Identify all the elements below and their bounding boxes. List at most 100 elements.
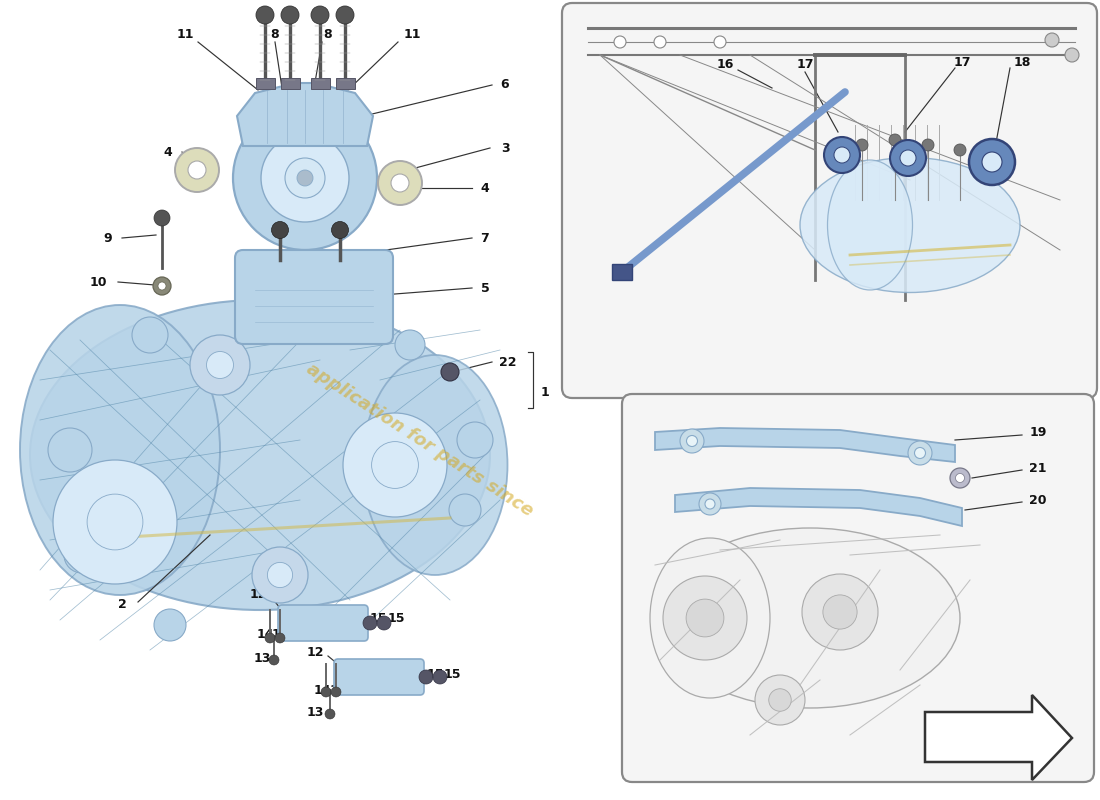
Circle shape bbox=[922, 139, 934, 151]
Text: 2: 2 bbox=[118, 598, 127, 611]
Circle shape bbox=[331, 687, 341, 697]
Circle shape bbox=[267, 562, 293, 587]
Text: 15: 15 bbox=[426, 669, 443, 682]
Circle shape bbox=[377, 616, 390, 630]
Circle shape bbox=[449, 494, 481, 526]
Circle shape bbox=[233, 106, 377, 250]
Circle shape bbox=[64, 537, 100, 573]
Circle shape bbox=[311, 6, 329, 24]
Polygon shape bbox=[654, 428, 955, 462]
Ellipse shape bbox=[20, 305, 220, 595]
Circle shape bbox=[207, 351, 233, 378]
Circle shape bbox=[395, 330, 425, 360]
Ellipse shape bbox=[827, 160, 913, 290]
Circle shape bbox=[297, 170, 313, 186]
Circle shape bbox=[363, 616, 377, 630]
Circle shape bbox=[680, 429, 704, 453]
Circle shape bbox=[270, 655, 279, 665]
Circle shape bbox=[154, 609, 186, 641]
Text: 16: 16 bbox=[716, 58, 734, 71]
Circle shape bbox=[663, 576, 747, 660]
Circle shape bbox=[982, 152, 1002, 172]
Circle shape bbox=[914, 447, 925, 458]
Circle shape bbox=[654, 36, 666, 48]
Circle shape bbox=[372, 442, 418, 488]
Circle shape bbox=[433, 670, 447, 684]
Text: 22: 22 bbox=[499, 355, 517, 369]
Circle shape bbox=[1045, 33, 1059, 47]
Text: 1: 1 bbox=[540, 386, 549, 398]
Circle shape bbox=[802, 574, 878, 650]
Text: 4: 4 bbox=[164, 146, 173, 158]
Circle shape bbox=[132, 317, 168, 353]
Text: 13: 13 bbox=[253, 651, 271, 665]
FancyBboxPatch shape bbox=[336, 78, 354, 89]
Ellipse shape bbox=[363, 355, 507, 575]
Ellipse shape bbox=[660, 528, 960, 708]
FancyBboxPatch shape bbox=[278, 605, 368, 641]
Text: 12: 12 bbox=[250, 589, 266, 602]
Circle shape bbox=[856, 139, 868, 151]
FancyBboxPatch shape bbox=[310, 78, 330, 89]
Circle shape bbox=[154, 210, 170, 226]
Circle shape bbox=[324, 709, 336, 719]
Circle shape bbox=[755, 675, 805, 725]
Circle shape bbox=[908, 441, 932, 465]
FancyBboxPatch shape bbox=[334, 659, 424, 695]
Text: 14: 14 bbox=[329, 683, 346, 697]
Polygon shape bbox=[612, 264, 632, 280]
FancyBboxPatch shape bbox=[280, 78, 299, 89]
Circle shape bbox=[256, 6, 274, 24]
Circle shape bbox=[698, 493, 720, 515]
Text: 8: 8 bbox=[271, 29, 279, 42]
Circle shape bbox=[264, 296, 296, 328]
Circle shape bbox=[823, 595, 857, 629]
Text: 10: 10 bbox=[89, 275, 107, 289]
Circle shape bbox=[331, 222, 349, 238]
Text: 12: 12 bbox=[306, 646, 323, 658]
Text: 8: 8 bbox=[323, 29, 332, 42]
Text: 13: 13 bbox=[306, 706, 323, 718]
Text: 15: 15 bbox=[443, 669, 461, 682]
Text: 11: 11 bbox=[176, 29, 194, 42]
Circle shape bbox=[950, 468, 970, 488]
Circle shape bbox=[769, 689, 791, 711]
Text: 17: 17 bbox=[796, 58, 814, 71]
Text: 21: 21 bbox=[1030, 462, 1047, 474]
Circle shape bbox=[456, 422, 493, 458]
Circle shape bbox=[900, 150, 916, 166]
Circle shape bbox=[441, 363, 459, 381]
Text: 4: 4 bbox=[481, 182, 490, 194]
Polygon shape bbox=[925, 695, 1072, 780]
Circle shape bbox=[834, 147, 850, 163]
Ellipse shape bbox=[30, 300, 489, 610]
Circle shape bbox=[261, 134, 349, 222]
FancyBboxPatch shape bbox=[562, 3, 1097, 398]
Text: 14: 14 bbox=[272, 629, 288, 642]
Circle shape bbox=[686, 599, 724, 637]
Circle shape bbox=[705, 499, 715, 509]
Circle shape bbox=[956, 474, 965, 482]
Circle shape bbox=[48, 428, 92, 472]
Text: 15: 15 bbox=[370, 611, 387, 625]
Circle shape bbox=[969, 139, 1015, 185]
Circle shape bbox=[1065, 48, 1079, 62]
Circle shape bbox=[336, 6, 354, 24]
Text: 7: 7 bbox=[481, 231, 490, 245]
Ellipse shape bbox=[252, 547, 308, 603]
Circle shape bbox=[275, 633, 285, 643]
Text: 14: 14 bbox=[256, 629, 274, 642]
Circle shape bbox=[272, 222, 288, 238]
Circle shape bbox=[265, 633, 275, 643]
Text: 3: 3 bbox=[500, 142, 509, 154]
Text: 15: 15 bbox=[387, 611, 405, 625]
Text: 6: 6 bbox=[500, 78, 509, 91]
Ellipse shape bbox=[190, 335, 250, 395]
Polygon shape bbox=[236, 83, 373, 146]
Text: 17: 17 bbox=[954, 55, 970, 69]
Ellipse shape bbox=[343, 413, 447, 517]
Text: 19: 19 bbox=[1030, 426, 1047, 438]
Circle shape bbox=[285, 158, 324, 198]
Circle shape bbox=[614, 36, 626, 48]
Circle shape bbox=[686, 435, 697, 446]
